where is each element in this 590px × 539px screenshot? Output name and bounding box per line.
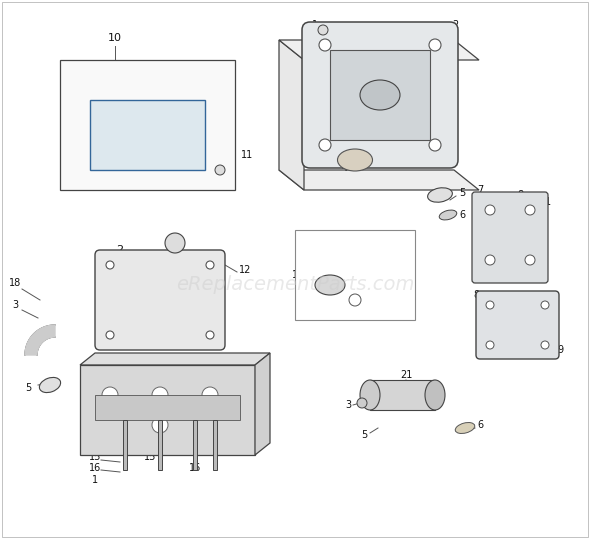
Bar bbox=[95, 395, 240, 420]
Text: 3: 3 bbox=[345, 400, 351, 410]
Polygon shape bbox=[80, 353, 270, 365]
Bar bbox=[193, 420, 197, 470]
Circle shape bbox=[429, 39, 441, 51]
Circle shape bbox=[357, 398, 367, 408]
Polygon shape bbox=[255, 353, 270, 455]
Circle shape bbox=[541, 341, 549, 349]
Text: 6: 6 bbox=[459, 210, 465, 220]
Bar bbox=[123, 420, 127, 470]
Text: 12: 12 bbox=[344, 307, 356, 317]
Circle shape bbox=[485, 255, 495, 265]
Bar bbox=[330, 50, 430, 140]
Bar bbox=[80, 365, 255, 455]
Bar bbox=[295, 230, 415, 320]
Ellipse shape bbox=[428, 188, 453, 202]
Circle shape bbox=[106, 261, 114, 269]
Text: 10: 10 bbox=[108, 33, 122, 43]
Text: 5: 5 bbox=[25, 383, 31, 393]
Ellipse shape bbox=[425, 380, 445, 410]
Circle shape bbox=[215, 165, 225, 175]
Text: 4: 4 bbox=[342, 163, 348, 173]
Text: 2: 2 bbox=[452, 20, 458, 30]
Polygon shape bbox=[279, 40, 479, 60]
Text: 11: 11 bbox=[241, 150, 253, 160]
Text: 3: 3 bbox=[12, 300, 18, 310]
FancyBboxPatch shape bbox=[95, 250, 225, 350]
Text: 11: 11 bbox=[364, 290, 376, 300]
Ellipse shape bbox=[337, 149, 372, 171]
Text: 1: 1 bbox=[312, 20, 318, 30]
Bar bbox=[90, 100, 205, 170]
Text: 6: 6 bbox=[82, 365, 88, 375]
Ellipse shape bbox=[315, 275, 345, 295]
Text: 17: 17 bbox=[79, 375, 91, 385]
Bar bbox=[60, 60, 235, 190]
Circle shape bbox=[485, 205, 495, 215]
Circle shape bbox=[486, 301, 494, 309]
Circle shape bbox=[429, 139, 441, 151]
Circle shape bbox=[102, 387, 118, 403]
FancyBboxPatch shape bbox=[472, 192, 548, 283]
Text: 18: 18 bbox=[9, 278, 21, 288]
Circle shape bbox=[525, 255, 535, 265]
Text: 12: 12 bbox=[239, 265, 251, 275]
Polygon shape bbox=[25, 325, 55, 355]
Text: 16: 16 bbox=[189, 463, 201, 473]
Ellipse shape bbox=[439, 210, 457, 220]
Ellipse shape bbox=[360, 380, 380, 410]
Text: 13: 13 bbox=[234, 368, 246, 378]
Text: 8: 8 bbox=[517, 190, 523, 200]
Text: 19: 19 bbox=[292, 270, 304, 280]
Ellipse shape bbox=[40, 377, 61, 392]
Circle shape bbox=[319, 139, 331, 151]
Circle shape bbox=[319, 39, 331, 51]
Text: 16: 16 bbox=[89, 463, 101, 473]
Text: 21: 21 bbox=[400, 370, 412, 380]
Circle shape bbox=[206, 331, 214, 339]
Text: 8: 8 bbox=[215, 375, 221, 385]
Text: 17: 17 bbox=[194, 360, 206, 370]
Text: 2: 2 bbox=[116, 245, 123, 255]
Text: 8: 8 bbox=[473, 290, 479, 300]
Text: 9: 9 bbox=[557, 345, 563, 355]
Text: 15: 15 bbox=[144, 452, 156, 462]
FancyBboxPatch shape bbox=[476, 291, 559, 359]
Text: 5: 5 bbox=[361, 430, 367, 440]
Circle shape bbox=[541, 301, 549, 309]
Text: 20: 20 bbox=[364, 258, 376, 268]
Circle shape bbox=[202, 387, 218, 403]
Circle shape bbox=[206, 261, 214, 269]
Text: 5: 5 bbox=[459, 188, 465, 198]
Text: eReplacementParts.com: eReplacementParts.com bbox=[176, 275, 414, 294]
Circle shape bbox=[349, 294, 361, 306]
Circle shape bbox=[525, 205, 535, 215]
Text: 7: 7 bbox=[477, 185, 483, 195]
Bar bbox=[370, 380, 435, 410]
Circle shape bbox=[152, 417, 168, 433]
Text: 15: 15 bbox=[89, 452, 101, 462]
Text: 8: 8 bbox=[197, 330, 203, 340]
Circle shape bbox=[486, 341, 494, 349]
Text: 1: 1 bbox=[92, 475, 98, 485]
Circle shape bbox=[152, 387, 168, 403]
Circle shape bbox=[106, 331, 114, 339]
Text: 14: 14 bbox=[144, 440, 156, 450]
Polygon shape bbox=[279, 40, 304, 190]
Text: 6: 6 bbox=[477, 420, 483, 430]
Polygon shape bbox=[279, 170, 479, 190]
Circle shape bbox=[318, 25, 328, 35]
Text: 14: 14 bbox=[89, 440, 101, 450]
Circle shape bbox=[165, 233, 185, 253]
Text: 3: 3 bbox=[387, 110, 393, 120]
Ellipse shape bbox=[360, 80, 400, 110]
Text: 1: 1 bbox=[545, 197, 551, 207]
FancyBboxPatch shape bbox=[302, 22, 458, 168]
Bar bbox=[158, 420, 162, 470]
Ellipse shape bbox=[455, 423, 475, 433]
Bar bbox=[213, 420, 217, 470]
